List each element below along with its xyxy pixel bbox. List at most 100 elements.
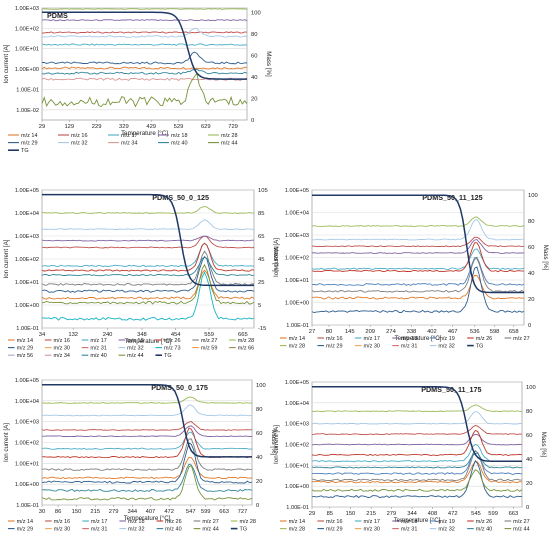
legend-label: m/z 18 xyxy=(401,336,418,342)
legend-label: m/z 32 xyxy=(71,141,88,147)
legend-label: m/z 26 xyxy=(165,519,182,525)
y-axis-title: Ion current [A] xyxy=(273,238,280,277)
x-tick-label: 429 xyxy=(146,124,156,130)
legend-label: m/z 26 xyxy=(476,336,493,342)
series-line-m-z-18 xyxy=(312,433,522,446)
legend-label: m/z 18 xyxy=(401,519,418,525)
y2-tick-label: 0 xyxy=(526,505,529,511)
series-line-m-z-16 xyxy=(312,425,522,435)
legend-label: m/z 19 xyxy=(438,336,455,342)
legend-label: m/z 16 xyxy=(71,133,88,139)
legend-label: m/z 17 xyxy=(363,336,380,342)
series-line-m-z-28 xyxy=(312,216,524,227)
series-line-m-z-18 xyxy=(42,235,254,242)
series-group xyxy=(42,193,254,321)
y-tick-label: 1.00E+03 xyxy=(285,233,309,239)
series-line-m-z-27 xyxy=(42,250,254,286)
y-tick-label: 1.00E+05 xyxy=(15,188,39,194)
series-line-m-z-29 xyxy=(312,266,524,313)
y-tick-label: 1.00E+04 xyxy=(285,211,309,217)
y-tick-label: 1.00E-01 xyxy=(286,323,309,329)
legend-label: m/z 32 xyxy=(438,344,455,350)
y2-tick-label: 0 xyxy=(251,118,254,124)
x-tick-label: 150 xyxy=(72,509,82,515)
x-tick-label: 80 xyxy=(326,329,332,335)
y2-tick-label: 80 xyxy=(256,407,262,413)
chart-title: PDMS xyxy=(47,11,68,20)
x-tick-label: 209 xyxy=(365,329,375,335)
y-tick-label: 1.00E+03 xyxy=(15,6,39,12)
legend-label: m/z 31 xyxy=(91,527,108,533)
y-tick-label: 1.00E-01 xyxy=(286,505,309,511)
series-line-m-z-17 xyxy=(42,431,252,450)
legend-label: m/z 14 xyxy=(21,133,38,139)
legend-label: TG xyxy=(239,527,247,533)
x-tick-label: 547 xyxy=(186,509,196,515)
legend-label: m/z 32 xyxy=(128,527,145,533)
y2-tick-label: 60 xyxy=(528,245,534,251)
legend-label: m/z 40 xyxy=(165,527,182,533)
y-tick-label: 1.00E+05 xyxy=(285,380,309,386)
y-tick-label: 1.00E+04 xyxy=(285,401,309,407)
legend-label: m/z 17 xyxy=(91,519,108,525)
x-tick-label: 129 xyxy=(64,124,74,130)
series-line-m-z-27 xyxy=(312,257,524,293)
y2-tick-label: 40 xyxy=(526,457,532,463)
series-group xyxy=(42,8,247,108)
y2-tick-label: 60 xyxy=(256,431,262,437)
series-line-m-z-17 xyxy=(42,43,247,46)
y2-tick-label: 20 xyxy=(251,96,257,102)
y2-tick-label: 100 xyxy=(256,383,266,389)
y2-tick-label: 40 xyxy=(251,75,257,81)
legend-label: m/z 29 xyxy=(21,141,38,147)
series-line-m-z-26 xyxy=(312,242,524,273)
legend-label: m/z 18 xyxy=(127,338,144,344)
y-axis-title: Ion current [A] xyxy=(3,44,10,83)
y-axis-title: Ion current [A] xyxy=(3,423,10,462)
legend-label: m/z 28 xyxy=(289,344,306,350)
x-tick-label: 30 xyxy=(39,509,45,515)
series-line-tg xyxy=(42,193,254,287)
y2-axis-title: Mass [%] xyxy=(272,246,279,272)
y2-axis-title: Mass [%] xyxy=(270,430,277,456)
series-line-m-z-26 xyxy=(312,429,522,456)
y2-tick-label: 5 xyxy=(258,303,261,309)
legend-label: m/z 19 xyxy=(438,519,455,525)
legend-label: m/z 29 xyxy=(326,527,343,533)
x-tick-label: 27 xyxy=(309,329,315,335)
y-tick-label: 1.00E+02 xyxy=(15,26,39,32)
legend: m/z 14 m/z 16 m/z 17 m/z 18 m/z 26 m/z 27 m/z … xyxy=(8,519,256,533)
y2-tick-label: 65 xyxy=(258,234,264,240)
series-line-tg xyxy=(312,386,522,463)
chart-title: PDMS_50_0_175 xyxy=(151,383,208,392)
x-tick-label: 229 xyxy=(92,124,102,130)
legend-label: m/z 44 xyxy=(513,527,530,533)
y-tick-label: 1.00E-01 xyxy=(16,87,39,93)
series-line-m-z-44 xyxy=(312,469,522,492)
series-line-m-z-32 xyxy=(312,411,522,425)
y2-tick-label: 20 xyxy=(256,479,262,485)
chart-title: PDMS_50_0_125 xyxy=(152,193,209,202)
y-tick-label: 1.00E+04 xyxy=(15,399,39,405)
series-line-m-z-27 xyxy=(42,438,252,471)
series-line-m-z-14 xyxy=(42,269,254,300)
chart-panel-1: 1.00E-02 1.00E-01 1.00E+00 1.00E+01 1.00E+02… xyxy=(3,6,272,154)
legend-label: m/z 30 xyxy=(54,527,71,533)
y2-tick-label: 60 xyxy=(526,433,532,439)
legend-label: m/z 29 xyxy=(17,527,34,533)
series-line-m-z-19 xyxy=(312,450,522,475)
y2-tick-label: 0 xyxy=(528,323,531,329)
series-line-m-z-44 xyxy=(42,464,252,501)
series-line-m-z-16 xyxy=(42,421,252,431)
series-line-m-z-32 xyxy=(42,27,247,38)
legend-label: TG xyxy=(164,353,172,359)
series-line-m-z-44 xyxy=(42,263,254,305)
legend-label: m/z 27 xyxy=(202,519,219,525)
series-line-m-z-29 xyxy=(42,51,247,65)
x-tick-label: 215 xyxy=(366,511,376,517)
x-tick-label: 629 xyxy=(201,124,211,130)
legend-label: m/z 26 xyxy=(164,338,181,344)
series-line-m-z-28 xyxy=(42,396,252,404)
series-line-m-z-40 xyxy=(312,452,522,469)
x-tick-label: 338 xyxy=(407,329,417,335)
